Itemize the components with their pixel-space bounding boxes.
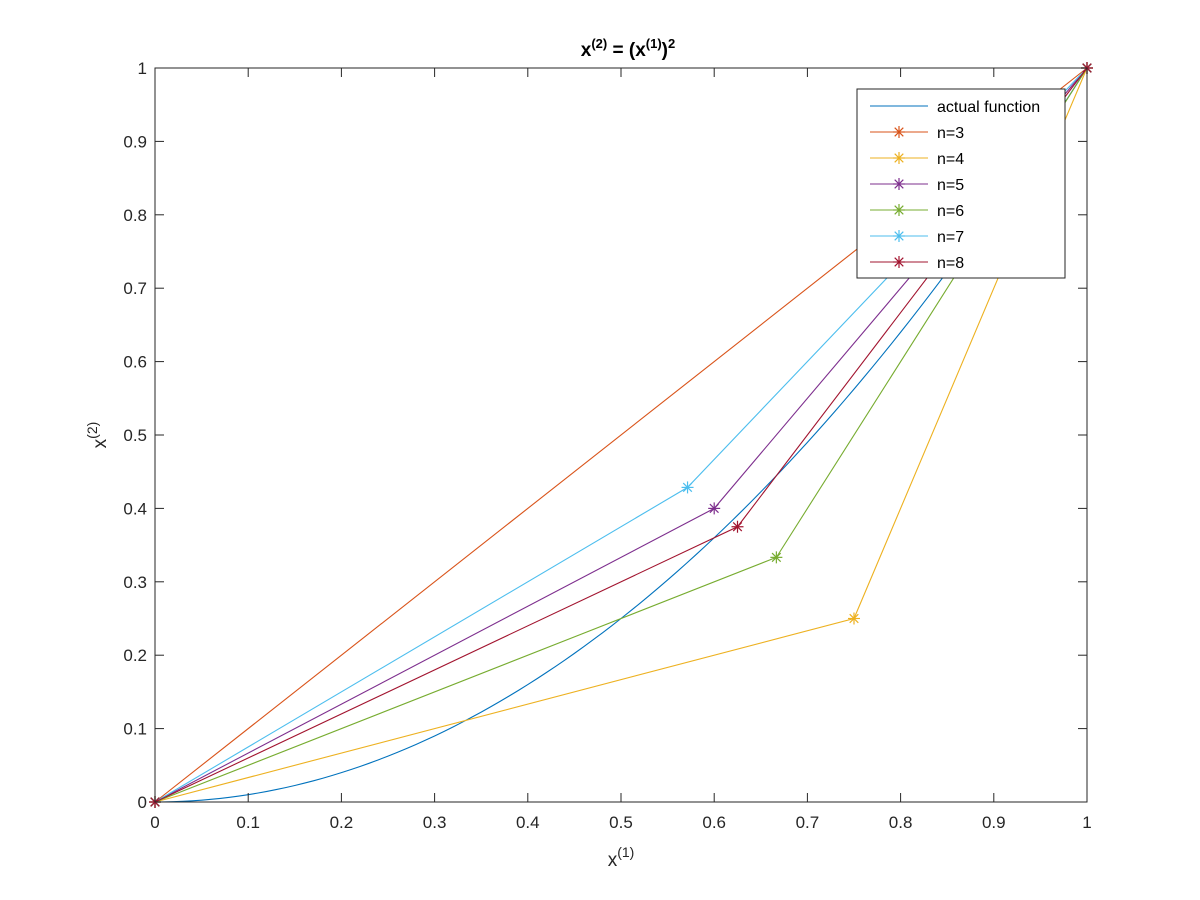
y-axis-ticks: 0 0.1 0.2 0.3 0.4 0.5 0.6 0.7 0.8 0.9 1 <box>123 59 1087 812</box>
y-tick-label: 0.5 <box>123 426 147 445</box>
legend-marker <box>893 204 905 216</box>
legend-entry-n-4: n=4 <box>870 151 964 168</box>
y-tick-label: 0.1 <box>123 720 147 739</box>
x-tick-label: 0.8 <box>889 813 913 832</box>
y-tick-label: 0 <box>138 793 147 812</box>
x-axis-label: x(1) <box>608 844 635 871</box>
y-tick-label: 0.6 <box>123 353 147 372</box>
y-tick-label: 0.7 <box>123 279 147 298</box>
legend-label: n=6 <box>937 203 964 220</box>
x-tick-label: 0.3 <box>423 813 447 832</box>
legend-marker <box>893 256 905 268</box>
y-tick-label: 0.2 <box>123 646 147 665</box>
legend-entry-n-6: n=6 <box>870 203 964 220</box>
y-tick-label: 1 <box>138 59 147 78</box>
legend-entry-n-8: n=8 <box>870 255 964 272</box>
x-tick-label: 0 <box>150 813 159 832</box>
data-point-marker <box>681 481 694 494</box>
x-tick-label: 0.1 <box>236 813 260 832</box>
data-point-marker <box>708 502 721 515</box>
x-tick-label: 0.7 <box>796 813 820 832</box>
legend-label: n=3 <box>937 125 964 142</box>
legend: actual function n=3 n=4 n=5 n=6 n=7 n=8 <box>856 88 1066 279</box>
legend-entry-n-7: n=7 <box>870 229 964 246</box>
legend-entry-n-5: n=5 <box>870 177 964 194</box>
legend-marker <box>893 152 905 164</box>
x-tick-label: 0.4 <box>516 813 540 832</box>
legend-label: n=5 <box>937 177 964 194</box>
y-tick-label: 0.8 <box>123 206 147 225</box>
x-tick-label: 0.2 <box>330 813 354 832</box>
x-tick-label: 0.6 <box>702 813 726 832</box>
legend-label: n=8 <box>937 255 964 272</box>
chart-title: x(2) = (x(1))2 <box>581 36 675 61</box>
data-point-marker <box>848 612 860 625</box>
x-tick-label: 0.9 <box>982 813 1006 832</box>
legend-marker <box>893 230 905 242</box>
x-axis-ticks: 0 0.1 0.2 0.3 0.4 0.5 0.6 0.7 0.8 0.9 1 <box>150 68 1092 832</box>
legend-label: n=4 <box>937 151 964 168</box>
y-tick-label: 0.3 <box>123 573 147 592</box>
y-tick-label: 0.9 <box>123 132 147 151</box>
y-axis-label: x(2) <box>84 422 111 449</box>
legend-label: n=7 <box>937 229 964 246</box>
x-tick-label: 1 <box>1082 813 1091 832</box>
legend-marker <box>893 126 905 138</box>
legend-entry-n-3: n=3 <box>870 125 964 142</box>
legend-entry-actual-function: actual function <box>870 99 1040 116</box>
x-tick-label: 0.5 <box>609 813 633 832</box>
legend-label: actual function <box>937 99 1040 116</box>
data-point-marker <box>770 551 783 564</box>
legend-marker <box>893 178 905 190</box>
data-point-marker <box>731 520 744 533</box>
y-tick-label: 0.4 <box>123 499 147 518</box>
